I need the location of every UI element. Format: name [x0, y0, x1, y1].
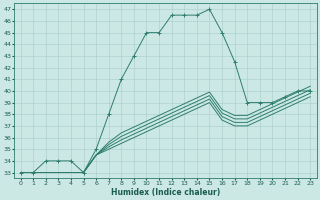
X-axis label: Humidex (Indice chaleur): Humidex (Indice chaleur)	[111, 188, 220, 197]
